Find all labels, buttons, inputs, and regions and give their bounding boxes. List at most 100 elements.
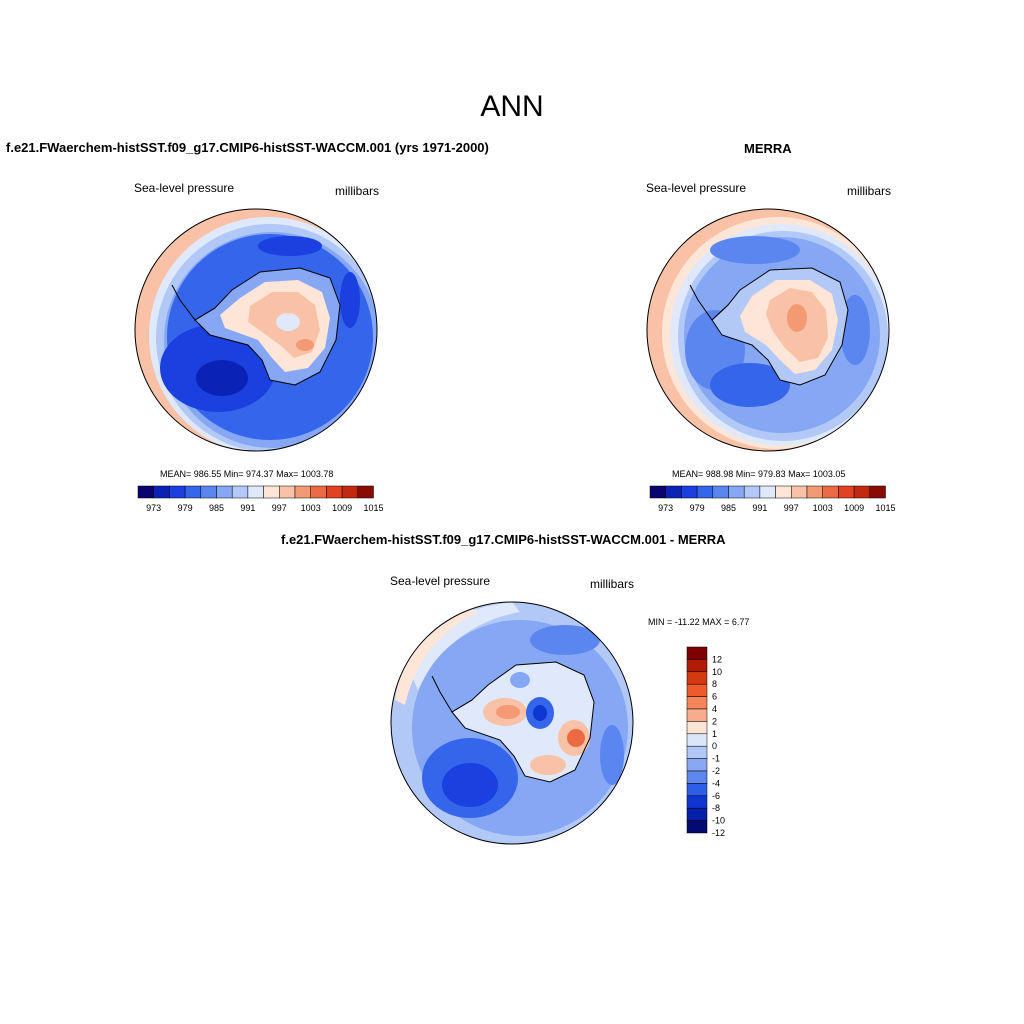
panel3-colorbar-tick-label: 12 (712, 654, 722, 664)
figure-title: ANN (480, 90, 544, 123)
panel3-colorbar-swatch (686, 671, 708, 685)
panel1-colorbar-tick-label: 1003 (301, 503, 321, 513)
panel2-colorbar-tick-label: 973 (658, 503, 673, 513)
panel3-colorbar-tick-label: -8 (712, 803, 720, 813)
panel1-title: f.e21.FWaerchem-histSST.f09_g17.CMIP6-hi… (6, 140, 489, 155)
panel3-colorbar-tick-label: -4 (712, 778, 720, 788)
panel1-colorbar-swatch (231, 485, 249, 499)
panel1-colorbar-swatch (326, 485, 343, 499)
p2-coastline (711, 267, 849, 386)
panel3-colorbar-swatch (686, 770, 708, 784)
panel3-colorbar-tick-label: 6 (712, 692, 717, 702)
panel3-colorbar-swatch (686, 807, 708, 821)
panel2-colorbar-swatch (665, 485, 682, 499)
panel1-colorbar-tick-label: 973 (146, 503, 161, 513)
panel1-colorbar-tick-label: 997 (272, 503, 287, 513)
panel3-colorbar-tick-label: -2 (712, 766, 720, 776)
panel2-colorbar-tick-label: 979 (690, 503, 705, 513)
p2-map-border (646, 208, 890, 452)
panel2-colorbar-tick-label: 997 (784, 503, 799, 513)
panel3-stats: MIN = -11.22 MAX = 6.77 (648, 617, 750, 627)
panel3-colorbar-swatch (686, 745, 708, 759)
p3-peninsula (431, 675, 473, 713)
panel3-colorbar-swatch (686, 820, 708, 834)
panel3-colorbar-tick-label: 2 (712, 716, 717, 726)
panel1-colorbar-swatch (279, 485, 296, 499)
panel2-colorbar-swatch (822, 485, 839, 499)
p2-low-southwest (710, 363, 790, 407)
panel2-stats: MEAN= 988.98 Min= 979.83 Max= 1003.05 (672, 469, 846, 479)
panel2-colorbar-tick-label: 1003 (813, 503, 833, 513)
panel1-colorbar-swatch (294, 485, 311, 499)
panel1-stats: MEAN= 986.55 Min= 974.37 Max= 1003.78 (160, 469, 334, 479)
panel3-colorbar-tick-label: -12 (712, 828, 725, 838)
panel1-colorbar-swatch (169, 485, 186, 499)
panel2-colorbar-swatch (696, 485, 714, 499)
panel1-variable: Sea-level pressure (134, 181, 235, 195)
p2-low-north (710, 236, 800, 264)
p1-low-north (258, 236, 322, 256)
panel3-colorbar-tick-label: -10 (712, 816, 725, 826)
panel2-title: MERRA (744, 141, 792, 156)
panel2-colorbar-tick-label: 985 (721, 503, 736, 513)
panel1-colorbar-swatch (153, 485, 170, 499)
panel3-colorbar-tick-label: 4 (712, 704, 717, 714)
panel3-colorbar-swatch (686, 733, 708, 747)
p1-peninsula (171, 284, 216, 321)
panel3-colorbar-swatch (686, 758, 708, 772)
panel3-units: millibars (590, 577, 635, 591)
panel3-colorbar-swatch (686, 646, 708, 660)
p3-antarctica-fill (452, 662, 594, 782)
panel2-colorbar-swatch (853, 485, 871, 499)
panel1-colorbar-tick-label: 1009 (332, 503, 352, 513)
panel3-map (391, 602, 633, 844)
panel3-colorbar-tick-label: -1 (712, 754, 720, 764)
panel1-colorbar-tick-label: 991 (240, 503, 255, 513)
panel2-colorbar-swatch (869, 485, 886, 499)
panel3-colorbar-swatch (686, 696, 708, 710)
panel3-colorbar-swatch (686, 795, 708, 809)
panel2-variable: Sea-level pressure (646, 181, 747, 195)
panel1-colorbar-swatch (263, 485, 280, 499)
p2-high-peak (787, 304, 807, 332)
panel1-colorbar-swatch (247, 485, 264, 499)
panel3-variable: Sea-level pressure (390, 574, 491, 588)
panel2-units: millibars (847, 184, 892, 198)
p1-low-east (340, 272, 360, 328)
panel1-colorbar: 973 979 985 991 997 1003 1009 1015 (137, 485, 384, 513)
p2-peninsula (689, 284, 729, 321)
p1-map-border (134, 208, 378, 452)
p3-pos-south (530, 755, 566, 775)
p3-neg-west-core (442, 763, 498, 807)
panel3-colorbar-tick-label: 10 (712, 667, 722, 677)
p3-neg-east (600, 725, 624, 785)
panel3-colorbar-swatch (686, 659, 708, 673)
panel1-units: millibars (335, 184, 380, 198)
panel2-colorbar-swatch (743, 485, 761, 499)
panel1-colorbar-tick-label: 985 (209, 503, 224, 513)
panel2-colorbar-swatch (775, 485, 792, 499)
p3-neg-north (530, 625, 600, 655)
panel1-map (135, 209, 377, 451)
panel3-colorbar-swatch (686, 683, 708, 697)
panel1-colorbar-swatch (341, 485, 359, 499)
panel2-colorbar-swatch (791, 485, 808, 499)
p3-map-border (390, 601, 634, 845)
p3-pos-east-core (567, 729, 585, 747)
panel2-colorbar-swatch (838, 485, 855, 499)
panel2-colorbar: 973 979 985 991 997 1003 1009 1015 (649, 485, 896, 513)
panel2-colorbar-swatch (681, 485, 698, 499)
panel3-colorbar-tick-label: 8 (712, 679, 717, 689)
p3-pos-west-core (496, 705, 520, 719)
panel2-map (647, 209, 889, 451)
p3-coastline (451, 661, 595, 783)
panel1-colorbar-swatch (184, 485, 202, 499)
panel1-colorbar-swatch (357, 485, 374, 499)
panel3-colorbar-tick-label: 1 (712, 729, 717, 739)
panel2-colorbar-tick-label: 1009 (844, 503, 864, 513)
p1-low-core (196, 360, 248, 396)
panel2-colorbar-swatch (759, 485, 776, 499)
p3-neg-interior (510, 672, 530, 688)
panel2-colorbar-tick-label: 991 (752, 503, 767, 513)
